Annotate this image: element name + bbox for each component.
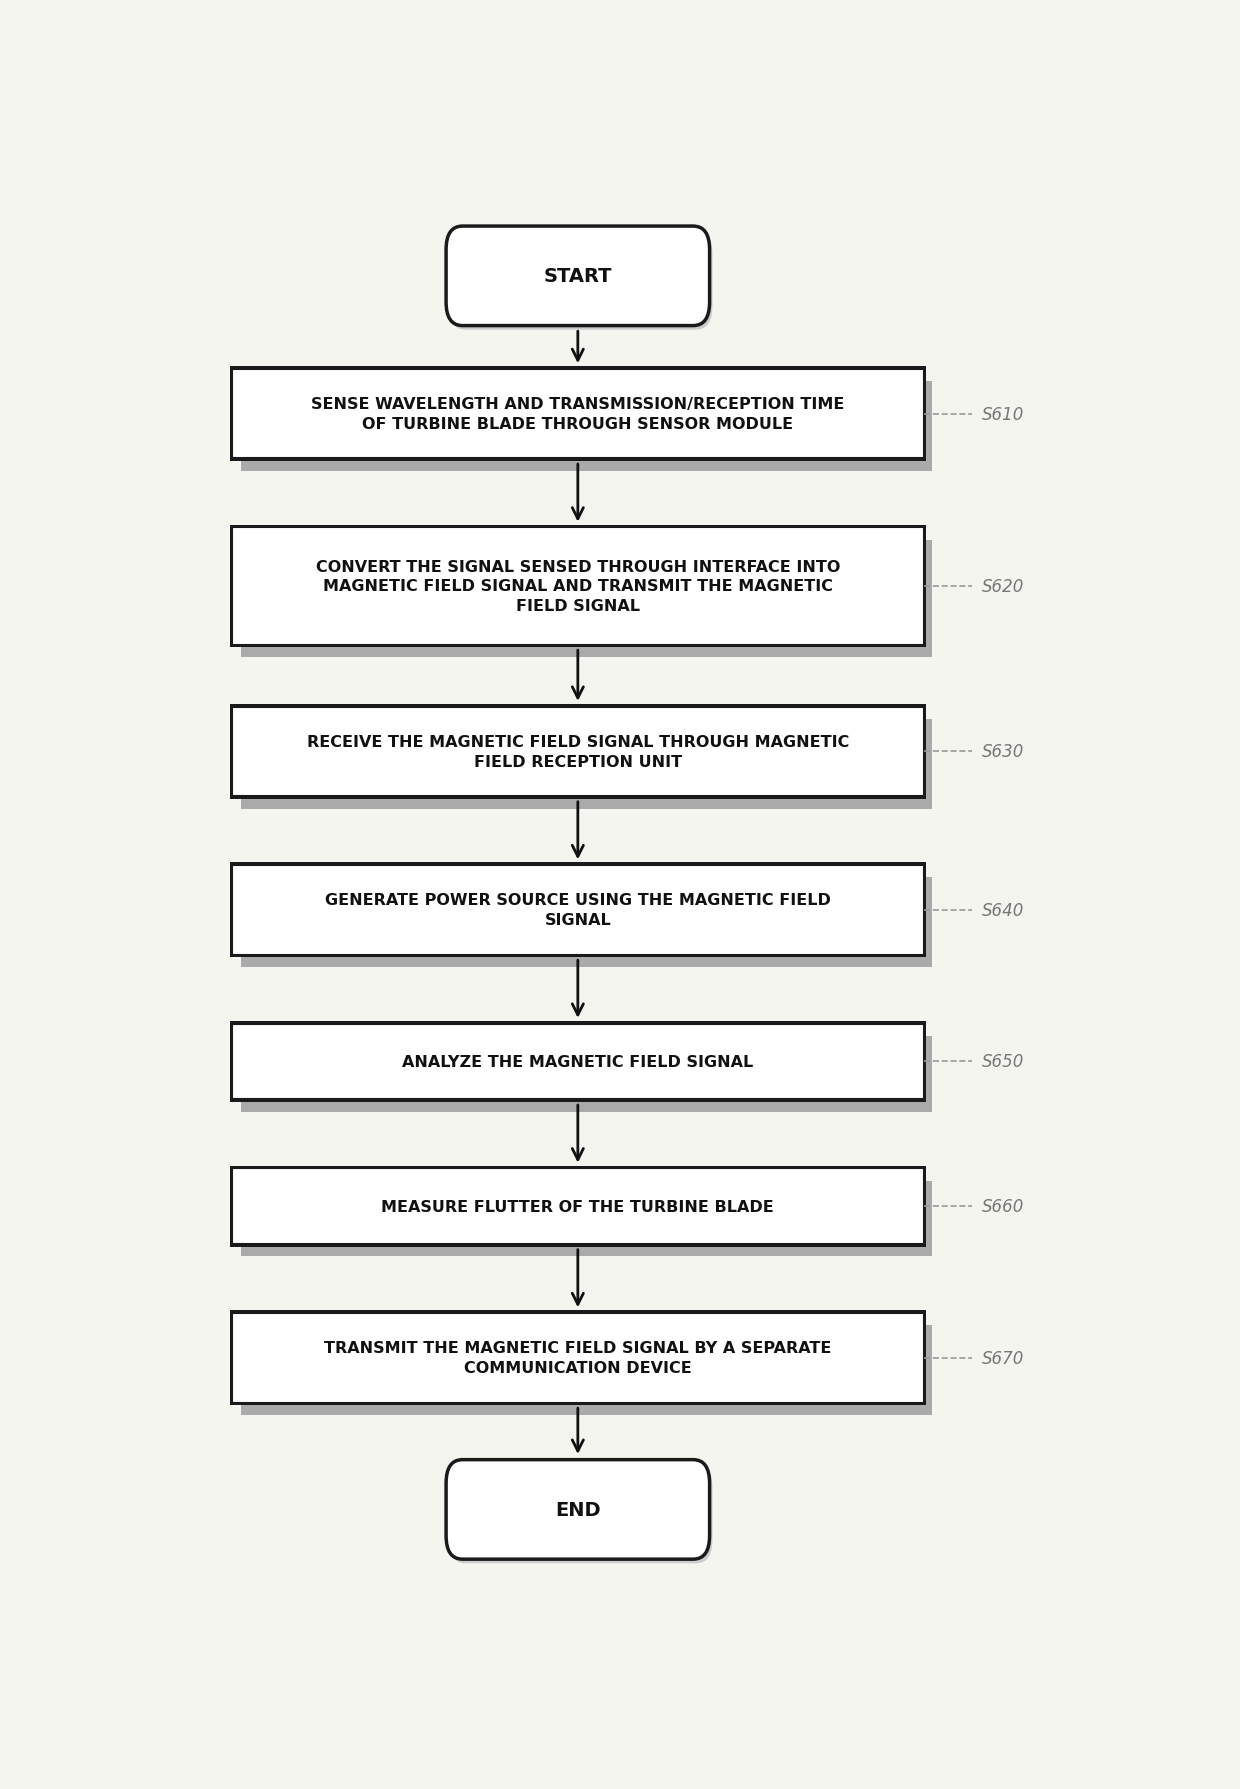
Bar <box>229 1166 926 1247</box>
FancyBboxPatch shape <box>446 227 709 326</box>
Bar <box>229 367 926 462</box>
Bar <box>232 866 924 955</box>
Text: S620: S620 <box>982 578 1024 596</box>
FancyBboxPatch shape <box>446 1460 709 1560</box>
Bar <box>241 719 932 809</box>
Text: GENERATE POWER SOURCE USING THE MAGNETIC FIELD
SIGNAL: GENERATE POWER SOURCE USING THE MAGNETIC… <box>325 893 831 928</box>
Text: S640: S640 <box>982 902 1024 920</box>
Bar <box>229 1022 926 1102</box>
Text: SENSE WAVELENGTH AND TRANSMISSION/RECEPTION TIME
OF TURBINE BLADE THROUGH SENSOR: SENSE WAVELENGTH AND TRANSMISSION/RECEPT… <box>311 397 844 431</box>
Text: ANALYZE THE MAGNETIC FIELD SIGNAL: ANALYZE THE MAGNETIC FIELD SIGNAL <box>402 1054 754 1070</box>
Bar <box>241 383 932 472</box>
Text: S630: S630 <box>982 742 1024 760</box>
Bar <box>232 370 924 460</box>
Text: END: END <box>556 1499 600 1519</box>
Text: RECEIVE THE MAGNETIC FIELD SIGNAL THROUGH MAGNETIC
FIELD RECEPTION UNIT: RECEIVE THE MAGNETIC FIELD SIGNAL THROUG… <box>306 735 849 769</box>
Bar <box>241 1326 932 1415</box>
Text: CONVERT THE SIGNAL SENSED THROUGH INTERFACE INTO
MAGNETIC FIELD SIGNAL AND TRANS: CONVERT THE SIGNAL SENSED THROUGH INTERF… <box>316 560 839 614</box>
Bar <box>241 1036 932 1113</box>
Text: START: START <box>543 267 613 286</box>
Bar <box>232 1168 924 1245</box>
Bar <box>229 705 926 800</box>
Bar <box>229 862 926 957</box>
Bar <box>232 1023 924 1100</box>
Text: S670: S670 <box>982 1349 1024 1367</box>
Bar <box>241 1181 932 1258</box>
Bar <box>241 878 932 968</box>
Text: TRANSMIT THE MAGNETIC FIELD SIGNAL BY A SEPARATE
COMMUNICATION DEVICE: TRANSMIT THE MAGNETIC FIELD SIGNAL BY A … <box>324 1340 832 1376</box>
Text: S660: S660 <box>982 1197 1024 1215</box>
Bar <box>232 528 924 646</box>
Text: S650: S650 <box>982 1054 1024 1072</box>
Bar <box>232 707 924 796</box>
Bar <box>241 540 932 658</box>
Bar <box>229 1311 926 1406</box>
Text: MEASURE FLUTTER OF THE TURBINE BLADE: MEASURE FLUTTER OF THE TURBINE BLADE <box>382 1199 774 1215</box>
FancyBboxPatch shape <box>449 231 713 331</box>
Text: S610: S610 <box>982 406 1024 424</box>
FancyBboxPatch shape <box>449 1463 713 1564</box>
Bar <box>232 1313 924 1403</box>
Bar <box>229 526 926 648</box>
